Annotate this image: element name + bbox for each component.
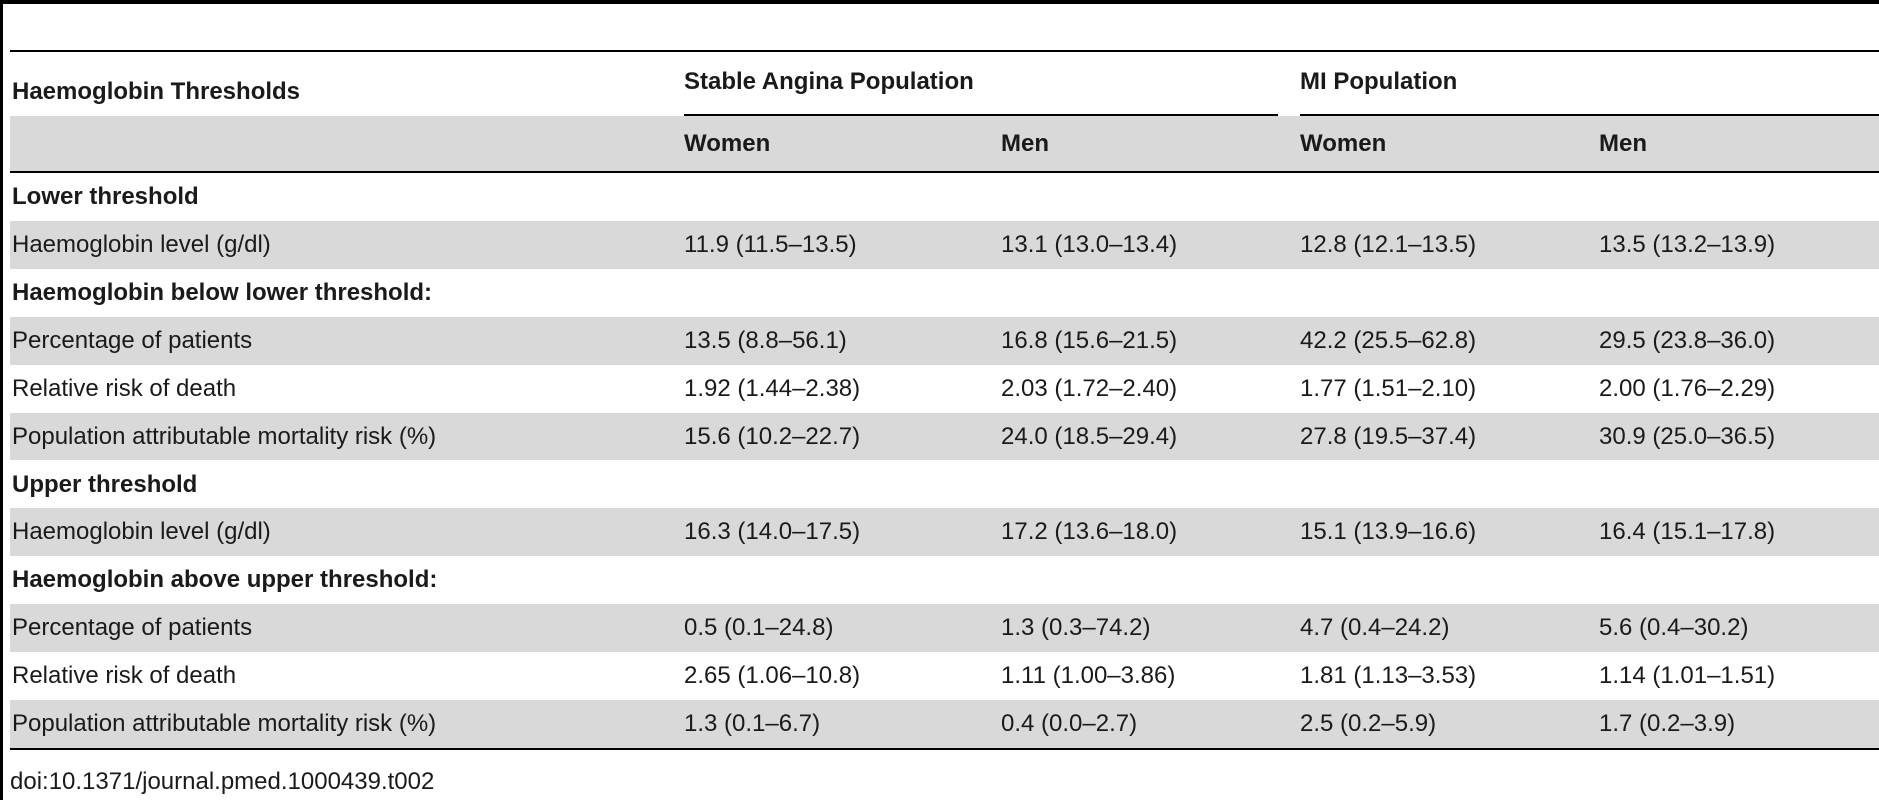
- doi-caption: doi:10.1371/journal.pmed.1000439.t002: [10, 768, 435, 795]
- row-label: Population attributable mortality risk (…: [12, 422, 437, 450]
- section-header-row: Haemoglobin below lower threshold:: [10, 269, 1879, 317]
- cell-mi-women: 2.5 (0.2–5.9): [1300, 710, 1437, 738]
- cell-mi-women: 27.8 (19.5–37.4): [1300, 422, 1477, 450]
- table-top-rule: [10, 50, 1879, 52]
- page-left-border: [0, 0, 3, 800]
- cell-sa-women: 1.3 (0.1–6.7): [684, 710, 821, 738]
- row-label: Haemoglobin below lower threshold:: [12, 278, 433, 306]
- subheader-sa-women: Women: [684, 130, 771, 157]
- cell-sa-men: 0.4 (0.0–2.7): [1001, 710, 1138, 738]
- row-label: Lower threshold: [12, 183, 199, 210]
- header-group-mi: MI Population: [1300, 68, 1458, 95]
- table-row: Population attributable mortality risk (…: [10, 700, 1879, 748]
- table-row: Haemoglobin level (g/dl) 16.3 (14.0–17.5)…: [10, 508, 1879, 557]
- table-row: Haemoglobin level (g/dl) 11.9 (11.5–13.5)…: [10, 220, 1879, 269]
- cell-sa-women: 15.6 (10.2–22.7): [684, 422, 861, 450]
- row-label: Haemoglobin level (g/dl): [12, 518, 271, 546]
- table-body: Lower threshold Haemoglobin level (g/dl) 1…: [10, 173, 1879, 748]
- top-rule: [3, 0, 1879, 4]
- cell-mi-men: 1.7 (0.2–3.9): [1599, 710, 1736, 738]
- header-group-stable-angina: Stable Angina Population: [684, 68, 974, 95]
- cell-mi-men: 5.6 (0.4–30.2): [1599, 614, 1749, 642]
- table-header-title: Haemoglobin Thresholds: [12, 78, 301, 105]
- cell-mi-women: 1.81 (1.13–3.53): [1300, 662, 1477, 690]
- table-row: Percentage of patients 0.5 (0.1–24.8) 1.3 …: [10, 604, 1879, 653]
- cell-mi-men: 2.00 (1.76–2.29): [1599, 374, 1776, 402]
- section-header-row: Lower threshold: [10, 173, 1879, 221]
- group-rule-mi: [1300, 114, 1879, 116]
- group-rule-stable-angina: [684, 114, 1278, 116]
- cell-mi-women: 4.7 (0.4–24.2): [1300, 614, 1450, 642]
- cell-mi-women: 15.1 (13.9–16.6): [1300, 518, 1477, 546]
- row-label: Relative risk of death: [12, 662, 237, 690]
- row-label: Percentage of patients: [12, 614, 253, 642]
- cell-mi-men: 30.9 (25.0–36.5): [1599, 422, 1776, 450]
- cell-sa-men: 1.11 (1.00–3.86): [1001, 662, 1176, 690]
- subheader-bottom-rule: [10, 171, 1879, 173]
- cell-sa-women: 11.9 (11.5–13.5): [684, 230, 857, 258]
- row-label: Haemoglobin above upper threshold:: [12, 566, 438, 594]
- cell-sa-women: 1.92 (1.44–2.38): [684, 374, 861, 402]
- cell-mi-men: 13.5 (13.2–13.9): [1599, 230, 1776, 258]
- cell-mi-men: 16.4 (15.1–17.8): [1599, 518, 1776, 546]
- table-row: Relative risk of death 1.92 (1.44–2.38) 2.…: [10, 365, 1879, 413]
- cell-sa-men: 24.0 (18.5–29.4): [1001, 422, 1178, 450]
- subheader-mi-women: Women: [1300, 130, 1387, 157]
- cell-sa-men: 2.03 (1.72–2.40): [1001, 374, 1178, 402]
- section-header-row: Upper threshold: [10, 461, 1879, 509]
- section-header-row: Haemoglobin above upper threshold:: [10, 556, 1879, 604]
- cell-sa-men: 13.1 (13.0–13.4): [1001, 230, 1178, 258]
- cell-sa-men: 17.2 (13.6–18.0): [1001, 518, 1178, 546]
- cell-sa-women: 13.5 (8.8–56.1): [684, 326, 847, 354]
- table-row: Population attributable mortality risk (…: [10, 412, 1879, 461]
- cell-mi-men: 29.5 (23.8–36.0): [1599, 326, 1776, 354]
- cell-mi-women: 1.77 (1.51–2.10): [1300, 374, 1477, 402]
- cell-sa-men: 16.8 (15.6–21.5): [1001, 326, 1178, 354]
- subheader-row: Women Men Women Men: [10, 116, 1879, 171]
- table-bottom-rule: [10, 748, 1879, 750]
- cell-sa-women: 2.65 (1.06–10.8): [684, 662, 861, 690]
- cell-mi-men: 1.14 (1.01–1.51): [1599, 662, 1776, 690]
- cell-sa-women: 16.3 (14.0–17.5): [684, 518, 861, 546]
- subheader-sa-men: Men: [1001, 130, 1049, 157]
- cell-sa-women: 0.5 (0.1–24.8): [684, 614, 834, 642]
- cell-sa-men: 1.3 (0.3–74.2): [1001, 614, 1151, 642]
- row-label: Haemoglobin level (g/dl): [12, 230, 271, 258]
- subheader-mi-men: Men: [1599, 130, 1647, 157]
- cell-mi-women: 42.2 (25.5–62.8): [1300, 326, 1477, 354]
- row-label: Relative risk of death: [12, 374, 237, 402]
- cell-mi-women: 12.8 (12.1–13.5): [1300, 230, 1477, 258]
- row-label: Upper threshold: [12, 470, 198, 498]
- row-label: Percentage of patients: [12, 326, 253, 354]
- table-row: Relative risk of death 2.65 (1.06–10.8) 1.…: [10, 652, 1879, 700]
- row-label: Population attributable mortality risk (…: [12, 710, 437, 738]
- table-row: Percentage of patients 13.5 (8.8–56.1) 16.…: [10, 316, 1879, 365]
